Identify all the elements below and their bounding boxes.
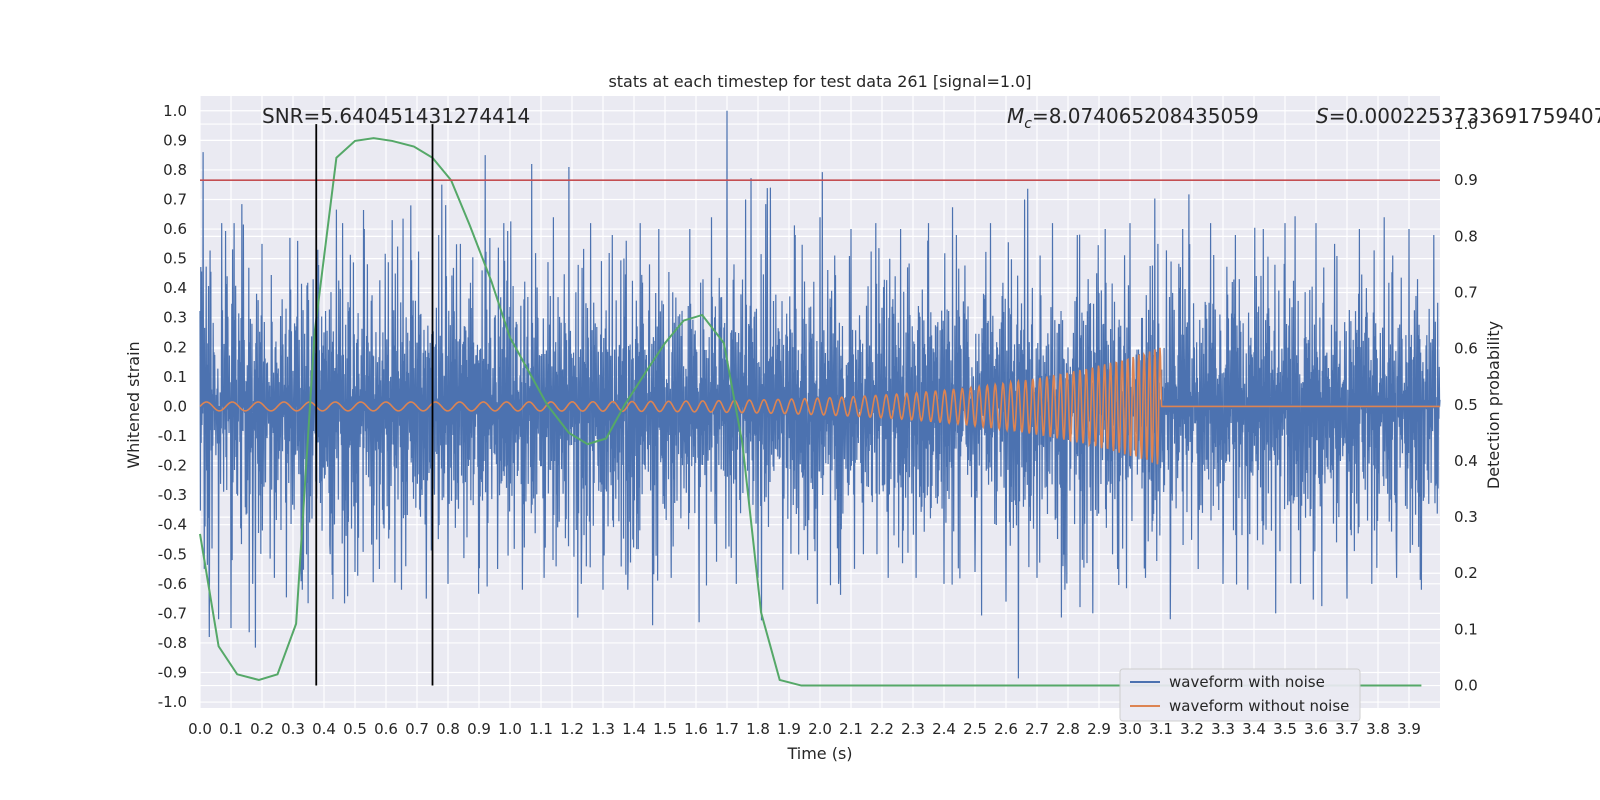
x-tick-label: 2.1 — [839, 720, 863, 738]
x-tick-label: 2.6 — [994, 720, 1018, 738]
y-tick-label: 0.8 — [163, 161, 187, 179]
y-tick-label: -0.6 — [158, 575, 187, 593]
y-tick-label: -0.2 — [158, 457, 187, 475]
y-tick-label: -1.0 — [158, 693, 187, 711]
y2-tick-label: 0.5 — [1454, 396, 1478, 414]
legend: waveform with noise waveform without noi… — [1119, 668, 1361, 722]
legend-entry-clean: waveform without noise — [1169, 697, 1349, 715]
x-tick-label: 1.1 — [529, 720, 553, 738]
y-tick-label: -0.1 — [158, 427, 187, 445]
x-tick-label: 2.2 — [870, 720, 894, 738]
chart-title: stats at each timestep for test data 261… — [608, 72, 1031, 91]
x-tick-label: 2.4 — [932, 720, 956, 738]
x-tick-label: 1.8 — [746, 720, 770, 738]
y-axis-label: Whitened strain — [124, 341, 143, 468]
y-tick-label: -0.5 — [158, 545, 187, 563]
y2-tick-label: 0.1 — [1454, 620, 1478, 638]
x-tick-label: 0.2 — [250, 720, 274, 738]
mc-value: =8.074065208435059 — [1032, 104, 1259, 128]
x-tick-label: 0.9 — [467, 720, 491, 738]
mc-annotation: Mc=8.074065208435059 — [1007, 104, 1259, 132]
x-tick-label: 1.7 — [715, 720, 739, 738]
y-tick-label: 0.2 — [163, 338, 187, 356]
s-symbol: S — [1316, 104, 1329, 128]
mc-subscript: c — [1024, 116, 1032, 132]
x-tick-label: 2.3 — [901, 720, 925, 738]
y2-axis-label: Detection probability — [1484, 321, 1503, 489]
y-tick-label: -0.4 — [158, 516, 187, 534]
y-tick-label: 0.5 — [163, 250, 187, 268]
x-tick-label: 0.3 — [281, 720, 305, 738]
legend-entry-noise: waveform with noise — [1169, 673, 1325, 691]
x-tick-label: 3.2 — [1180, 720, 1204, 738]
y2-tick-label: 0.7 — [1454, 284, 1478, 302]
x-tick-label: 1.0 — [498, 720, 522, 738]
x-tick-label: 0.8 — [436, 720, 460, 738]
series-waveform-without-noise — [199, 347, 1440, 465]
y-tick-label: 0.9 — [163, 131, 187, 149]
x-tick-label: 3.4 — [1242, 720, 1266, 738]
x-tick-label: 0.4 — [312, 720, 336, 738]
x-tick-label: 1.3 — [591, 720, 615, 738]
y2-tick-label: 1.0 — [1454, 115, 1478, 133]
y-tick-label: 0.7 — [163, 190, 187, 208]
y-tick-label: 0.3 — [163, 309, 187, 327]
x-tick-label: 0.7 — [405, 720, 429, 738]
x-tick-label: 0.5 — [343, 720, 367, 738]
x-tick-label: 1.2 — [560, 720, 584, 738]
x-tick-label: 0.0 — [188, 720, 212, 738]
y-tick-label: -0.3 — [158, 486, 187, 504]
snr-annotation: SNR=5.640451431274414 — [262, 104, 530, 128]
y2-tick-label: 0.6 — [1454, 340, 1478, 358]
y2-tick-label: 0.4 — [1454, 452, 1478, 470]
x-tick-label: 2.0 — [808, 720, 832, 738]
s-value: =0.00022537336917594075 — [1329, 104, 1600, 128]
x-tick-label: 2.8 — [1056, 720, 1080, 738]
clean-waveform-line — [199, 347, 1440, 465]
x-tick-label: 3.0 — [1118, 720, 1142, 738]
x-tick-label: 3.8 — [1366, 720, 1390, 738]
y2-tick-label: 0.9 — [1454, 171, 1478, 189]
x-tick-label: 3.1 — [1149, 720, 1173, 738]
y-tick-label: -0.9 — [158, 664, 187, 682]
y-tick-label: 0.1 — [163, 368, 187, 386]
s-annotation: S=0.00022537336917594075 — [1316, 104, 1600, 128]
x-tick-label: 1.4 — [622, 720, 646, 738]
noise-waveform-line — [199, 110, 1441, 679]
y-tick-label: -0.7 — [158, 604, 187, 622]
x-tick-label: 0.1 — [219, 720, 243, 738]
y-tick-label: 0.4 — [163, 279, 187, 297]
series-waveform-with-noise — [199, 110, 1441, 679]
y-tick-label: 0.6 — [163, 220, 187, 238]
y2-tick-label: 0.0 — [1454, 677, 1478, 695]
y-tick-label: -0.8 — [158, 634, 187, 652]
x-tick-label: 3.9 — [1397, 720, 1421, 738]
x-tick-label: 1.5 — [653, 720, 677, 738]
y-tick-label: 0.0 — [163, 397, 187, 415]
x-axis-label: Time (s) — [786, 744, 852, 763]
x-tick-label: 3.3 — [1211, 720, 1235, 738]
y2-tick-label: 0.3 — [1454, 508, 1478, 526]
y2-tick-label: 0.8 — [1454, 227, 1478, 245]
x-tick-label: 2.9 — [1087, 720, 1111, 738]
legend-box — [1119, 668, 1361, 722]
x-tick-label: 3.7 — [1335, 720, 1359, 738]
y-tick-label: 1.0 — [163, 102, 187, 120]
mc-symbol: M — [1007, 104, 1024, 128]
x-tick-label: 0.6 — [374, 720, 398, 738]
x-tick-label: 1.6 — [684, 720, 708, 738]
x-tick-label: 1.9 — [777, 720, 801, 738]
x-tick-label: 2.5 — [963, 720, 987, 738]
ticks: 0.0 0.1 0.2 0.3 0.4 0.5 0.6 0.7 0.8 0.9 1.0 1.1 1.2 1… — [158, 102, 1478, 738]
x-tick-label: 2.7 — [1025, 720, 1049, 738]
x-tick-label: 3.6 — [1304, 720, 1328, 738]
y2-tick-label: 0.2 — [1454, 564, 1478, 582]
markers — [200, 124, 1440, 686]
x-tick-label: 3.5 — [1273, 720, 1297, 738]
